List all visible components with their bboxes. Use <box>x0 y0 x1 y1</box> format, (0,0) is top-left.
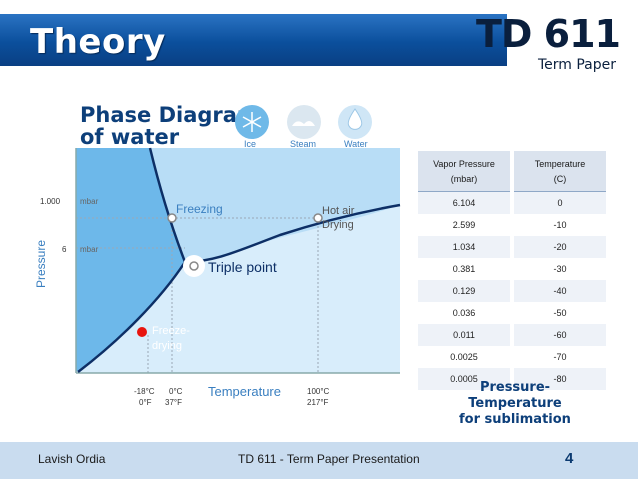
pressure-tick-1000-unit: mbar <box>80 197 99 206</box>
table-cell: 0.0025 <box>418 346 512 368</box>
steam-icon <box>287 105 321 139</box>
table-cell: -30 <box>510 258 606 280</box>
steam-label: Steam <box>290 139 316 149</box>
diagram-title-line2: of water <box>80 125 180 149</box>
title-bar <box>0 14 507 66</box>
hot-air-label: Hot air <box>322 205 355 217</box>
freezing-label: Freezing <box>176 202 223 216</box>
table-cell: 0.0005 <box>418 368 512 390</box>
footer-author: Lavish Ordia <box>38 452 106 466</box>
table-cell: -70 <box>510 346 606 368</box>
table-cell: 0.011 <box>418 324 512 346</box>
temp-tick-f-2: 37°F <box>165 398 182 407</box>
temp-tick-c-3: 100°C <box>307 387 330 396</box>
slide-footer: Lavish Ordia TD 611 - Term Paper Present… <box>0 442 638 479</box>
table-row: 0.0005 -80 <box>418 368 606 390</box>
table-row: 0.011 -60 <box>418 324 606 346</box>
temp-tick-c-1: -18°C <box>134 387 155 396</box>
triple-point-label: Triple point <box>208 259 277 275</box>
table-row: 6.104 0 <box>418 191 606 214</box>
pressure-tick-6: 6 <box>62 245 67 254</box>
column-header-temperature: Temperature (C) <box>510 151 606 192</box>
diagram-title: Phase Diagram of water <box>80 104 259 148</box>
column-header-vapor-pressure: Vapor Pressure (mbar) <box>418 151 512 192</box>
ice-icon <box>235 105 269 139</box>
slide-title: Theory <box>30 22 166 62</box>
table-row: 0.0025 -70 <box>418 346 606 368</box>
page-number: 4 <box>565 450 574 467</box>
table-row: 0.036 -50 <box>418 302 606 324</box>
vapor-pressure-table: Vapor Pressure (mbar) Temperature (C) 6.… <box>418 151 606 390</box>
drying-label: Drying <box>322 219 354 231</box>
liquid-region <box>150 148 400 263</box>
phase-diagram: Freezing Hot air Drying Triple point Fre… <box>34 105 401 407</box>
melting-curve <box>148 147 187 263</box>
water-drop-icon <box>338 105 372 139</box>
table-cell: 2.599 <box>418 214 512 236</box>
temp-tick-f-1: 0°F <box>139 398 152 407</box>
sublimation-curve <box>77 261 187 373</box>
hot-air-marker <box>313 213 323 223</box>
course-subtitle: Term Paper <box>537 57 616 73</box>
table-header-row: Vapor Pressure (mbar) Temperature (C) <box>418 151 606 192</box>
freezing-marker <box>167 213 177 223</box>
table-cell: -80 <box>510 368 606 390</box>
table-cell: 0.381 <box>418 258 512 280</box>
table-row: 2.599 -10 <box>418 214 606 236</box>
x-axis-label: Temperature <box>208 384 281 399</box>
vaporization-curve <box>184 203 401 264</box>
ice-label: Ice <box>244 139 256 149</box>
table-cell: 0 <box>510 191 606 214</box>
slide-header: Theory TD 611 Term Paper <box>0 0 638 73</box>
freeze-drying-label-1: Freeze- <box>152 325 190 337</box>
table-cell: 6.104 <box>418 191 512 214</box>
freeze-drying-point <box>137 327 147 337</box>
footer-presentation: TD 611 - Term Paper Presentation <box>238 452 420 466</box>
table-cell: 1.034 <box>418 236 512 258</box>
table-caption-line2: for sublimation <box>459 412 571 427</box>
table-row: 1.034 -20 <box>418 236 606 258</box>
table-cell: -40 <box>510 280 606 302</box>
table-cell: 0.036 <box>418 302 512 324</box>
table-cell: -20 <box>510 236 606 258</box>
table-cell: -50 <box>510 302 606 324</box>
diagram-title-line1: Phase Diagram <box>80 103 259 127</box>
table-cell: 0.129 <box>418 280 512 302</box>
pressure-tick-6-unit: mbar <box>80 245 99 254</box>
table-row: 0.129 -40 <box>418 280 606 302</box>
table-row: 0.381 -30 <box>418 258 606 280</box>
pressure-tick-1000: 1.000 <box>40 197 61 206</box>
water-label: Water <box>344 139 368 149</box>
table-caption-line1: Pressure-Temperature <box>468 380 562 411</box>
table-cell: -60 <box>510 324 606 346</box>
freeze-drying-label-2: drying <box>152 340 182 352</box>
table-cell: -10 <box>510 214 606 236</box>
solid-region <box>76 148 185 372</box>
temp-tick-f-3: 217°F <box>307 398 329 407</box>
table-caption: Pressure-Temperature for sublimation <box>435 380 595 428</box>
temp-tick-c-2: 0°C <box>169 387 183 396</box>
course-code: TD 611 <box>475 12 621 56</box>
y-axis-label: Pressure <box>34 240 48 288</box>
